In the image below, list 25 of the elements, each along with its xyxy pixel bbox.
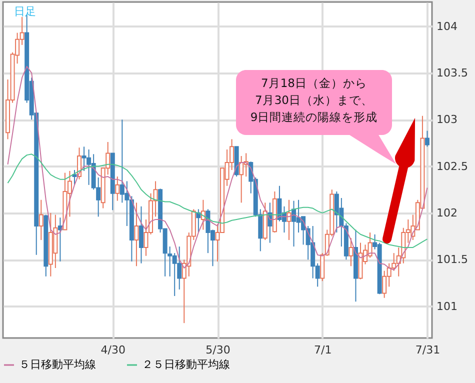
candlestick: [348, 238, 354, 267]
line-series: [7, 154, 428, 248]
candlestick: [286, 199, 292, 240]
x-tick-label: 7/1: [314, 344, 332, 356]
x-tick-label: 7/31: [415, 344, 440, 356]
y-tick-label: 102.5: [436, 160, 468, 173]
candlestick: [200, 199, 206, 230]
candlestick: [424, 130, 430, 148]
candlestick: [72, 170, 77, 186]
annotation: 7月18日（金）から 7月30日（水）まで、 9日間連続の陽線を形成: [250, 76, 378, 124]
candlestick: [38, 199, 44, 240]
chart-title: 日足: [14, 5, 36, 18]
y-tick-label: 102: [436, 206, 458, 220]
y-tick-label: 101.5: [436, 253, 468, 266]
y-tick-label: 101: [436, 300, 458, 313]
x-tick-label: 5/30: [206, 344, 230, 356]
candlestick: [138, 206, 144, 264]
y-tick-label: 103.5: [436, 66, 468, 80]
candlestick: [134, 202, 139, 267]
x-tick-label: 4/30: [100, 344, 126, 356]
legend-label: ５日移動平均線: [19, 358, 96, 371]
legend-label: ２５日移動平均線: [142, 358, 230, 371]
y-tick-label: 103: [436, 113, 458, 126]
candlestick: [115, 176, 120, 202]
y-tick-label: 104: [436, 20, 458, 33]
